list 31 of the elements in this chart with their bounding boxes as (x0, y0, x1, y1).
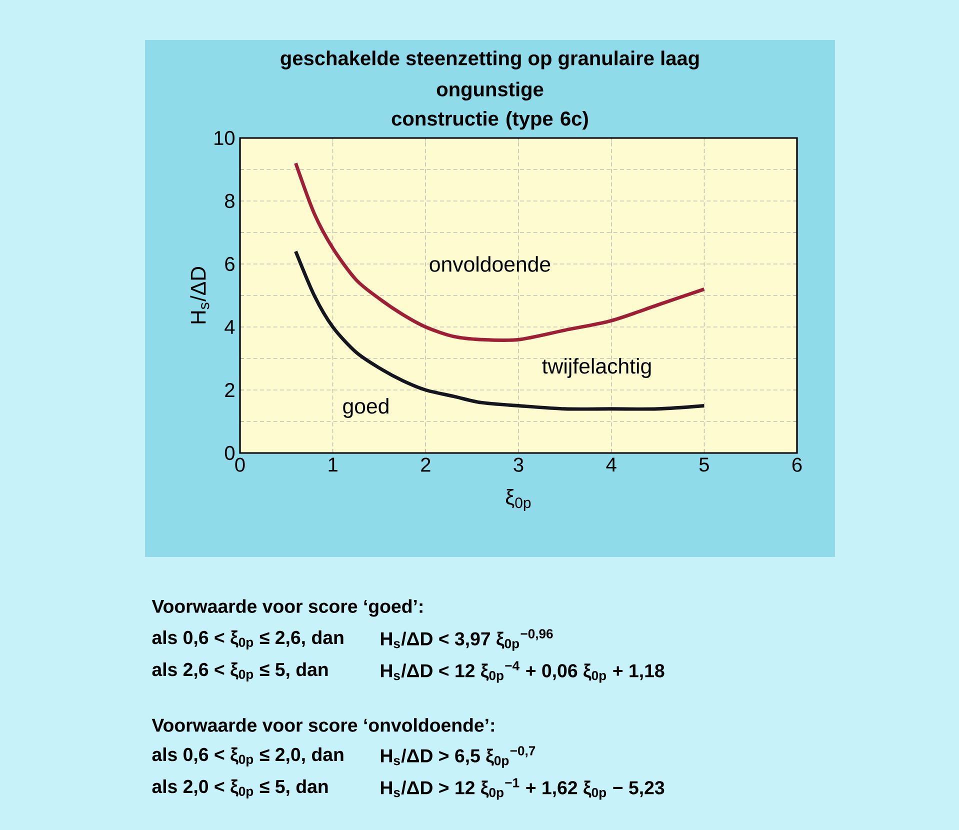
x-tick-label: 6 (792, 458, 802, 472)
text: als 2,0 < ξ$_{0p}$ ≤ 5, dan (152, 779, 328, 799)
text: H$_{s}$/ΔD < 3,97 ξ$_{0p}$−0,96 (380, 629, 553, 651)
annotation: onvoldoende (430, 256, 550, 272)
text: als 2,6 < ξ$_{0p}$ ≤ 5, dan (152, 662, 328, 682)
chart-title: geschakelde steenzetting op granulaire laag (280, 50, 699, 70)
x-tick-label: 4 (606, 458, 616, 472)
y-tick-label: 10 (214, 130, 234, 146)
text: Voorwaarde voor score ‘onvoldoende’: (152, 718, 494, 732)
line-series (294, 161, 706, 342)
x-tick-label: 5 (699, 458, 709, 472)
x-axis-title: ξ$_{0p}$ (506, 489, 531, 512)
annotation: goed (343, 398, 388, 418)
chart-subtitle: ongunstige constructie (type 6c) (392, 82, 588, 130)
text: H$_{s}$/ΔD > 6,5 ξ$_{0p}$−0,7 (380, 746, 536, 768)
annotation: twijfelachtig (542, 358, 651, 378)
y-tick-label: 4 (224, 320, 235, 334)
text: H$_{s}$/ΔD < 12 ξ$_{0p}$$^{−4}$ + 0,06 ξ$_{0p}$ + 1,18 (380, 661, 664, 683)
y-axis-title: H$_{s}$/ΔD (190, 266, 210, 324)
x-tick-label: 3 (514, 458, 524, 472)
y-tick-label: 8 (225, 194, 234, 208)
text: als 0,6 < ξ$_{0p}$ ≤ 2,6, dan (152, 630, 344, 650)
y-tick-label: 0 (224, 446, 235, 460)
y-tick-label: 2 (225, 383, 234, 397)
x-tick-label: 1 (328, 458, 338, 472)
text: Voorwaarde voor score ‘goed’: (152, 599, 422, 617)
x-tick-label: 2 (421, 458, 430, 472)
text: als 0,6 < ξ$_{0p}$ ≤ 2,0, dan (152, 747, 344, 767)
text: H$_{s}$/ΔD > 12 ξ$_{0p}$$^{−1}$ + 1,62 ξ$_{0p}$ − 5,23 (380, 778, 664, 800)
y-tick-label: 6 (225, 256, 234, 272)
x-tick-label: 0 (235, 458, 245, 472)
